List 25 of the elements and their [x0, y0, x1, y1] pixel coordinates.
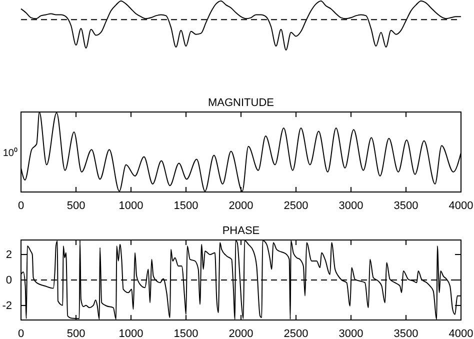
x-tick-label: 3000 — [338, 200, 364, 212]
chart-title: PHASE — [222, 225, 260, 237]
x-tick-label: 2500 — [284, 200, 308, 212]
x-tick-label: 4000 — [448, 328, 474, 339]
x-tick-label: 500 — [66, 328, 86, 339]
x-tick-label: 1500 — [174, 200, 198, 212]
text: 10⁰ — [2, 147, 18, 159]
x-tick-label: 2000 — [228, 200, 254, 212]
x-tick-label: 2500 — [284, 328, 308, 339]
x-tick-label: 1500 — [174, 328, 198, 339]
line-series — [20, 240, 462, 320]
x-tick-label: 0 — [18, 200, 24, 212]
y-tick-label: -2 — [2, 300, 12, 312]
x-tick-label: 2000 — [228, 328, 254, 339]
x-tick-label: 1000 — [118, 328, 144, 339]
y-tick-label: 2 — [6, 249, 12, 262]
chart-title: MAGNITUDE — [208, 97, 274, 109]
y-tick-label: 0 — [6, 274, 12, 287]
x-tick-label: 0 — [18, 328, 24, 339]
x-tick-label: 3000 — [338, 328, 364, 339]
x-tick-label: 1000 — [118, 200, 144, 212]
x-tick-label: 500 — [66, 200, 86, 212]
x-tick-label: 4000 — [448, 200, 474, 212]
x-tick-label: 3500 — [394, 200, 418, 212]
x-tick-label: 3500 — [394, 328, 418, 339]
